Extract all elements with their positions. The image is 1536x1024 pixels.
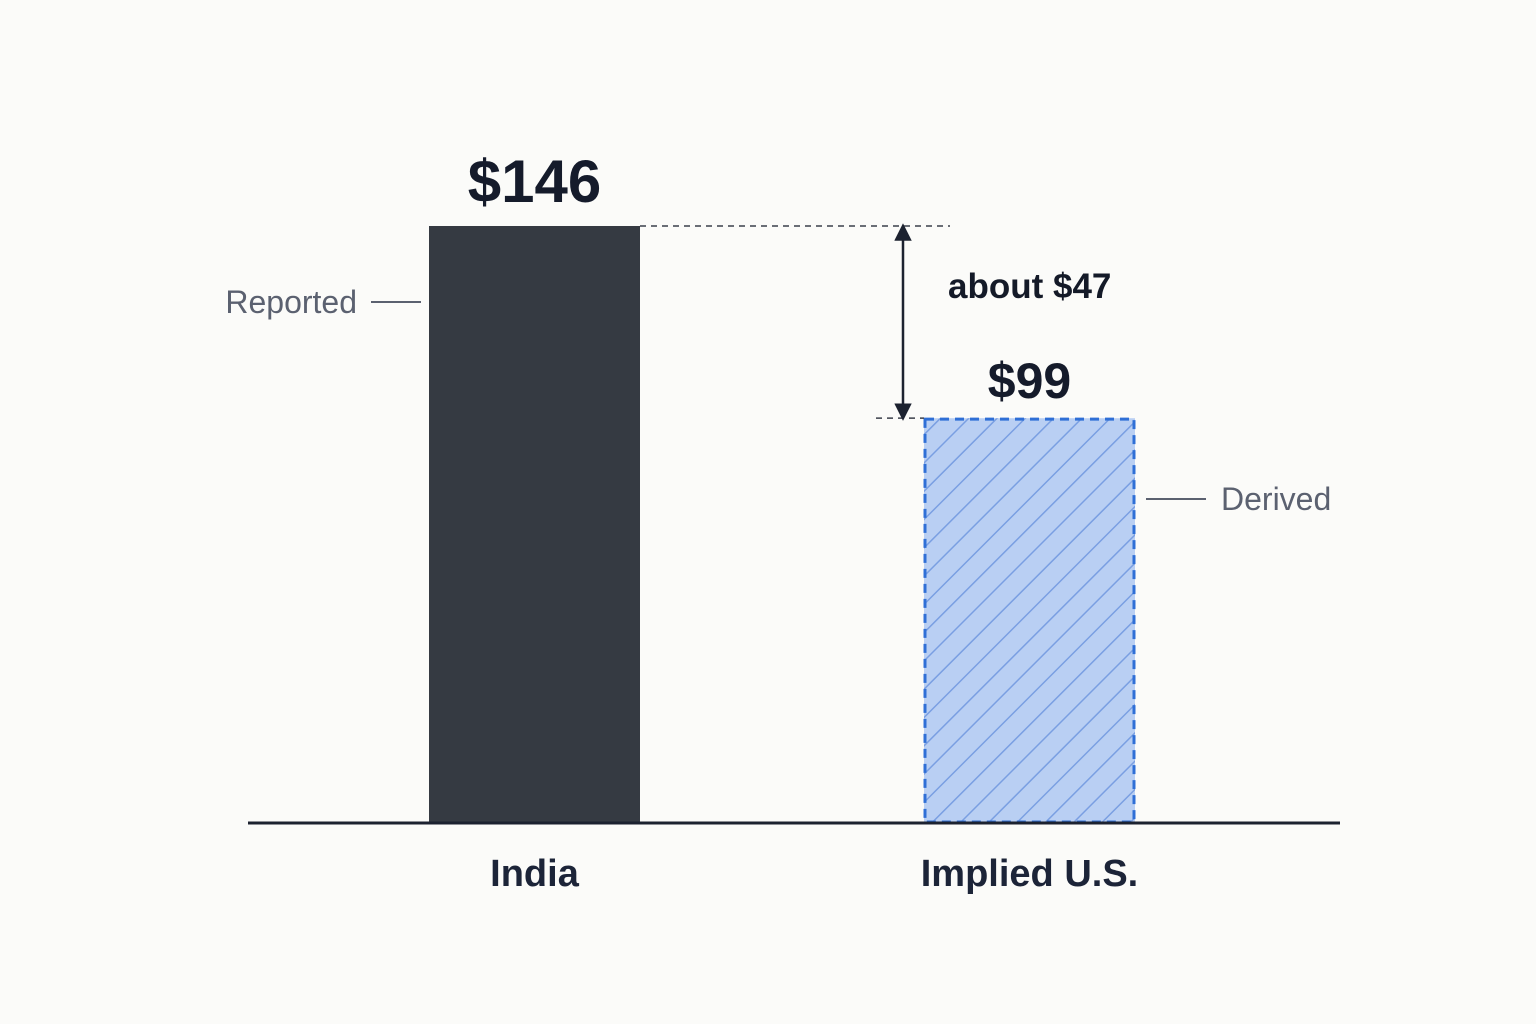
chart-marks: $146 $99 India Implied U.S. Reported Derived a… xyxy=(225,148,1340,895)
bar-outline-implied-us xyxy=(923,417,1136,824)
side-label-derived: Derived xyxy=(1221,481,1331,517)
side-label-reported: Reported xyxy=(225,284,357,320)
category-label: Implied U.S. xyxy=(921,853,1138,895)
bar-india xyxy=(429,226,640,823)
difference-label: about $47 xyxy=(948,267,1111,306)
value-label: $146 xyxy=(468,148,601,215)
bar-hatch-implied-us xyxy=(924,418,1135,823)
value-label: $99 xyxy=(988,353,1071,409)
category-label: India xyxy=(490,853,580,895)
